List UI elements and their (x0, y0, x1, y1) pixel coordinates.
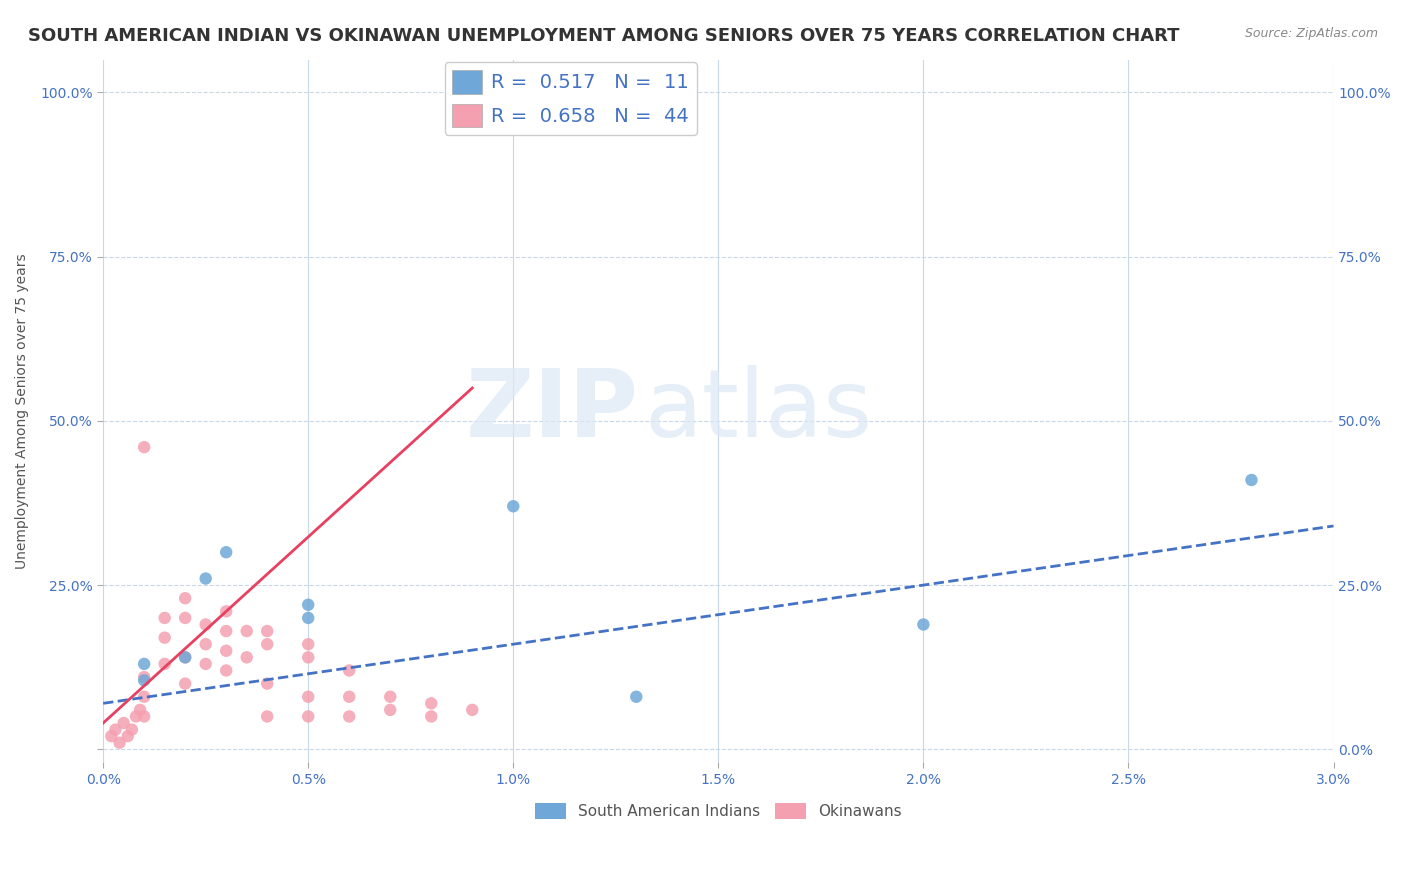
Point (134, 670, 156, 684)
Point (626, 690, 648, 704)
Y-axis label: Unemployment Among Seniors over 75 years: Unemployment Among Seniors over 75 years (15, 253, 30, 569)
Point (125, 709, 148, 723)
Point (297, 637, 319, 651)
Point (121, 723, 143, 737)
Point (420, 696, 443, 710)
Point (134, 657, 156, 671)
Point (297, 598, 319, 612)
Point (117, 729, 139, 743)
Point (337, 709, 360, 723)
Point (215, 604, 238, 618)
Point (337, 690, 360, 704)
Point (297, 709, 319, 723)
Point (194, 617, 217, 632)
Point (461, 703, 484, 717)
Point (134, 673, 156, 688)
Point (380, 703, 402, 717)
Point (235, 650, 257, 665)
Point (194, 572, 217, 586)
Point (256, 637, 278, 651)
Point (502, 500, 524, 514)
Point (256, 624, 278, 638)
Text: SOUTH AMERICAN INDIAN VS OKINAWAN UNEMPLOYMENT AMONG SENIORS OVER 75 YEARS CORRE: SOUTH AMERICAN INDIAN VS OKINAWAN UNEMPL… (28, 27, 1180, 45)
Point (112, 716, 135, 731)
Point (256, 676, 278, 690)
Point (153, 657, 176, 671)
Point (174, 591, 197, 606)
Point (194, 657, 217, 671)
Point (256, 709, 278, 723)
Point (297, 650, 319, 665)
Text: atlas: atlas (644, 365, 873, 457)
Point (420, 709, 443, 723)
Point (134, 440, 156, 454)
Point (215, 624, 238, 638)
Point (912, 617, 935, 632)
Legend: South American Indians, Okinawans: South American Indians, Okinawans (529, 797, 908, 825)
Point (380, 690, 402, 704)
Point (100, 729, 122, 743)
Point (153, 631, 176, 645)
Point (215, 664, 238, 678)
Point (1240, 473, 1263, 487)
Point (134, 690, 156, 704)
Point (194, 637, 217, 651)
Point (174, 650, 197, 665)
Point (129, 703, 152, 717)
Point (153, 611, 176, 625)
Point (235, 624, 257, 638)
Point (337, 664, 360, 678)
Point (215, 545, 238, 559)
Point (108, 736, 131, 750)
Point (297, 690, 319, 704)
Point (134, 709, 156, 723)
Point (174, 611, 197, 625)
Point (215, 644, 238, 658)
Point (174, 650, 197, 665)
Point (174, 676, 197, 690)
Text: ZIP: ZIP (465, 365, 638, 457)
Point (104, 723, 127, 737)
Point (297, 611, 319, 625)
Text: Source: ZipAtlas.com: Source: ZipAtlas.com (1244, 27, 1378, 40)
